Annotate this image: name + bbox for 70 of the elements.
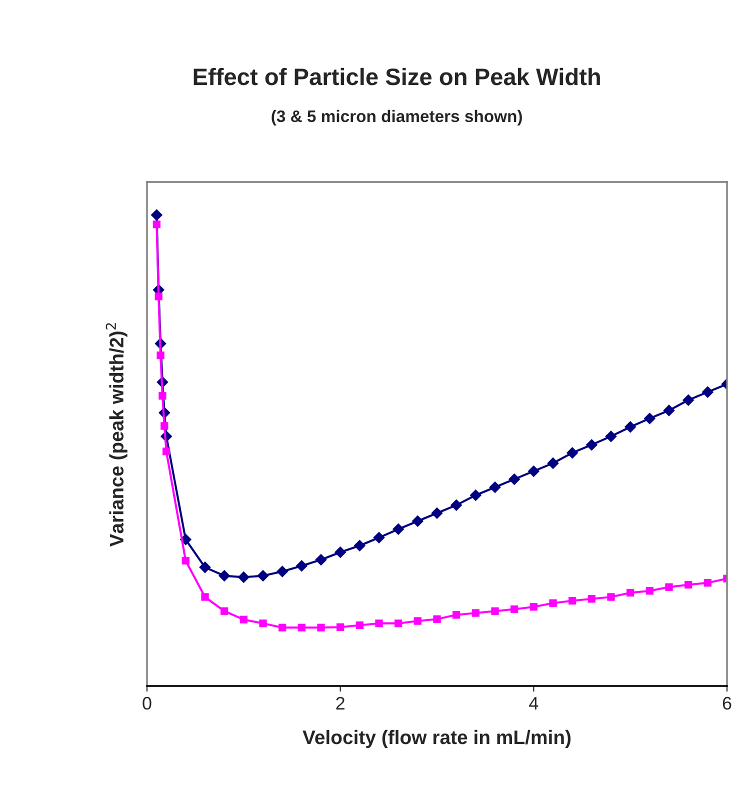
point	[218, 570, 230, 582]
point	[152, 220, 160, 228]
point	[154, 292, 162, 300]
point	[452, 611, 460, 619]
point	[296, 560, 308, 572]
x-tick-label: 2	[336, 696, 344, 710]
point	[702, 386, 714, 398]
point	[568, 596, 576, 605]
point	[394, 620, 402, 628]
point	[433, 615, 441, 623]
point	[684, 580, 692, 589]
x-axis-title: Velocity (flow rate in mL/min)	[302, 730, 571, 748]
point	[510, 605, 518, 614]
point	[240, 616, 248, 624]
point	[704, 579, 712, 587]
point	[605, 430, 617, 442]
point	[160, 422, 168, 430]
point	[586, 438, 598, 451]
x-tick-label: 0	[142, 696, 152, 710]
point	[607, 593, 615, 601]
point	[298, 624, 306, 632]
point	[259, 620, 267, 628]
point	[431, 507, 443, 520]
point	[682, 394, 694, 406]
point	[150, 209, 163, 221]
point	[375, 620, 383, 628]
point	[588, 595, 596, 603]
point	[158, 392, 166, 400]
point	[257, 570, 269, 582]
point	[238, 571, 250, 584]
x-tick-label: 4	[529, 697, 538, 710]
point	[508, 473, 520, 486]
point	[182, 556, 190, 565]
point	[665, 583, 673, 591]
point	[528, 465, 540, 478]
point	[336, 623, 344, 631]
point	[334, 546, 346, 558]
point	[414, 617, 422, 625]
point	[470, 489, 482, 502]
point	[156, 352, 164, 360]
point	[354, 540, 366, 552]
x-tick-label: 6	[722, 696, 732, 710]
point	[276, 566, 288, 578]
point	[624, 421, 636, 433]
point	[356, 621, 364, 630]
point	[549, 599, 557, 607]
y-axis-title: Variance (peak width/2)$^{2}$	[106, 323, 128, 547]
point	[491, 607, 499, 615]
point	[162, 448, 170, 456]
point	[278, 624, 286, 632]
point	[412, 515, 424, 528]
point	[450, 499, 462, 512]
point	[392, 523, 404, 536]
point	[199, 561, 211, 574]
point	[472, 609, 480, 617]
point	[626, 588, 634, 597]
point	[547, 457, 559, 470]
point	[317, 624, 325, 632]
point	[644, 412, 656, 424]
point	[530, 603, 538, 611]
point	[663, 404, 675, 416]
point	[646, 587, 654, 595]
point	[566, 446, 578, 459]
point	[489, 481, 501, 494]
point	[373, 532, 385, 544]
point	[220, 607, 228, 615]
chart-subtitle: (3 & 5 micron diameters shown)	[272, 110, 522, 126]
chart-title: Effect of Particle Size on Peak Width	[194, 68, 600, 86]
point	[201, 593, 209, 601]
point	[315, 554, 327, 566]
